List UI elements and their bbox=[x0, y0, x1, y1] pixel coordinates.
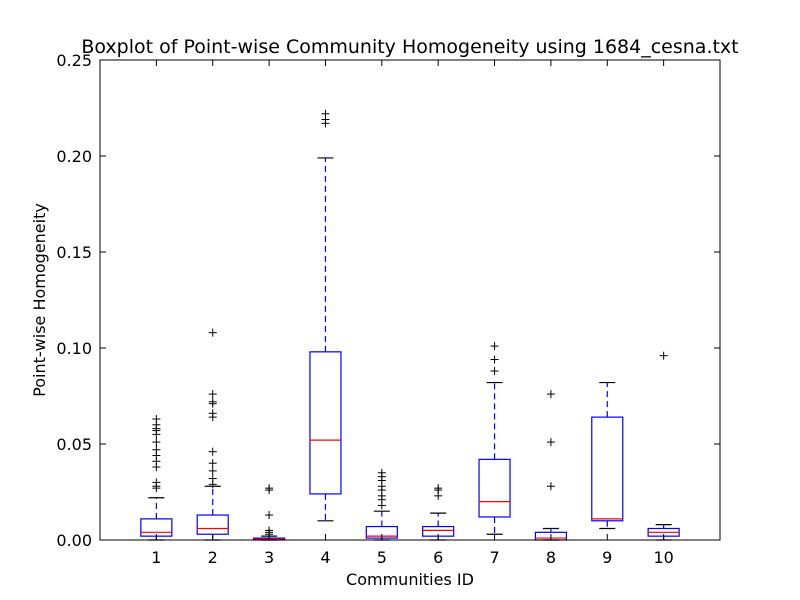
x-tick-label: 2 bbox=[208, 548, 218, 567]
box-iqr bbox=[196, 514, 229, 535]
box-group-2 bbox=[196, 328, 229, 541]
x-tick-label: 4 bbox=[320, 548, 330, 567]
outlier-point bbox=[490, 367, 499, 376]
box-group-4 bbox=[309, 109, 342, 522]
box-group-10 bbox=[647, 351, 680, 541]
outlier-point bbox=[546, 390, 555, 399]
box-group-9 bbox=[591, 381, 624, 530]
outlier-point bbox=[265, 526, 274, 535]
x-tick-label: 1 bbox=[151, 548, 161, 567]
x-tick-label: 6 bbox=[433, 548, 443, 567]
axis-ticks: 0.00 0.05 0.10 0.15 0.20 0.25 1 2 3 4 5 6 7 8 9 10 bbox=[56, 51, 720, 567]
x-tick-label: 7 bbox=[489, 548, 499, 567]
outlier-point bbox=[321, 109, 330, 118]
outlier-point bbox=[434, 484, 443, 493]
x-tick-label: 9 bbox=[602, 548, 612, 567]
box-group-8 bbox=[534, 390, 568, 541]
outlier-point bbox=[265, 511, 274, 520]
box-iqr bbox=[309, 351, 342, 495]
outlier-point bbox=[152, 445, 161, 454]
box-iqr bbox=[591, 416, 624, 522]
outlier-point bbox=[377, 468, 386, 477]
outlier-point bbox=[546, 438, 555, 447]
outlier-point bbox=[208, 466, 217, 475]
outlier-point bbox=[208, 459, 217, 468]
box-group-7 bbox=[478, 342, 511, 535]
box-group-3 bbox=[252, 484, 286, 541]
outlier-point bbox=[659, 351, 668, 360]
outlier-point bbox=[265, 484, 274, 493]
outlier-point bbox=[490, 342, 499, 351]
axes-frame bbox=[99, 59, 721, 541]
x-tick-label: 10 bbox=[653, 548, 673, 567]
outlier-point bbox=[208, 390, 217, 399]
outlier-point bbox=[152, 415, 161, 424]
outlier-point bbox=[152, 478, 161, 487]
box-iqr bbox=[478, 458, 511, 518]
y-tick-label: 0.15 bbox=[56, 243, 92, 262]
outlier-point bbox=[546, 482, 555, 491]
y-tick-label: 0.25 bbox=[56, 51, 92, 70]
x-axis-title: Communities ID bbox=[346, 570, 474, 589]
outlier-point bbox=[208, 474, 217, 483]
outlier-point bbox=[208, 397, 217, 406]
box-group-6 bbox=[422, 484, 455, 541]
plot-area bbox=[140, 109, 680, 541]
x-tick-label: 3 bbox=[264, 548, 274, 567]
outlier-point bbox=[208, 409, 217, 418]
outlier-point bbox=[208, 447, 217, 456]
outlier-point bbox=[208, 328, 217, 337]
box-iqr bbox=[140, 518, 173, 537]
y-tick-label: 0.05 bbox=[56, 435, 92, 454]
y-tick-label: 0.10 bbox=[56, 339, 92, 358]
box-group-5 bbox=[365, 468, 398, 541]
x-tick-label: 8 bbox=[546, 548, 556, 567]
outlier-point bbox=[490, 355, 499, 364]
y-tick-label: 0.20 bbox=[56, 147, 92, 166]
x-tick-label: 5 bbox=[377, 548, 387, 567]
y-axis-title: Point-wise Homogeneity bbox=[30, 203, 49, 397]
box-group-1 bbox=[140, 415, 173, 541]
chart-title: Boxplot of Point-wise Community Homogene… bbox=[81, 36, 738, 58]
outlier-point bbox=[152, 438, 161, 447]
y-tick-label: 0.00 bbox=[56, 531, 92, 550]
